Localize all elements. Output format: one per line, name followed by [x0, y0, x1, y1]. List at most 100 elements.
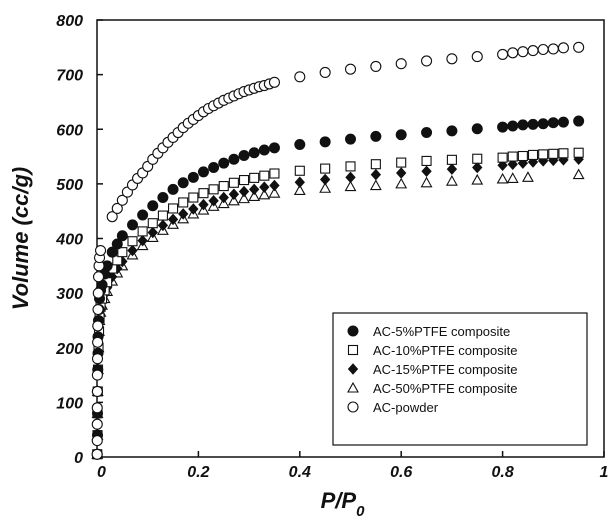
data-point [157, 219, 169, 232]
y-tick-label: 400 [55, 232, 83, 249]
data-point [92, 320, 104, 332]
data-point [111, 202, 123, 215]
data-point [259, 181, 270, 193]
data-point [370, 159, 381, 170]
data-point [527, 45, 539, 57]
data-point [218, 191, 229, 204]
data-point [92, 303, 104, 316]
data-point [127, 236, 138, 247]
x-tick-label: 0.8 [491, 464, 513, 481]
data-point [228, 188, 240, 201]
data-point [573, 147, 584, 158]
legend-label: AC-10%PTFE composite [373, 343, 518, 358]
data-point [208, 184, 219, 195]
x-axis-title-main: P/P [321, 488, 357, 513]
data-point [547, 43, 559, 55]
data-point [446, 163, 458, 175]
y-axis-title: Volume (cc/g) [8, 167, 33, 310]
data-point [268, 76, 281, 88]
y-tick-label: 800 [56, 13, 83, 30]
data-point [527, 118, 539, 130]
y-tick-label: 100 [56, 395, 83, 412]
data-point [91, 418, 103, 430]
data-point [370, 60, 382, 72]
data-point [396, 157, 407, 168]
data-point [259, 170, 270, 181]
legend-marker [347, 344, 359, 356]
data-point [198, 198, 209, 211]
data-point [522, 171, 534, 182]
data-point [537, 43, 549, 56]
data-point [497, 121, 509, 133]
data-point [319, 173, 331, 186]
data-point [268, 187, 281, 198]
y-tick-label: 600 [56, 122, 83, 139]
data-point [537, 118, 549, 130]
data-point [116, 230, 128, 242]
data-point [445, 175, 458, 186]
y-tick-label: 300 [56, 286, 83, 303]
data-point [538, 149, 549, 160]
data-point [558, 148, 569, 159]
data-point [370, 130, 382, 142]
data-point [471, 123, 483, 135]
data-point [471, 173, 484, 185]
x-tick-label: 1 [600, 464, 609, 481]
data-point [198, 188, 209, 199]
data-point [137, 209, 149, 221]
data-point [497, 48, 509, 60]
data-point [319, 182, 332, 193]
data-point [420, 176, 433, 188]
data-point [345, 161, 356, 172]
data-point [547, 117, 559, 129]
data-point [187, 171, 199, 183]
data-point [269, 168, 280, 179]
data-point [116, 194, 128, 206]
data-point [147, 218, 158, 229]
data-point [496, 172, 509, 184]
x-axis-title-subscript: 0 [356, 503, 365, 520]
data-point [228, 153, 240, 165]
data-point [320, 163, 331, 174]
data-point [268, 142, 280, 154]
data-point [238, 185, 250, 198]
legend-marker [347, 401, 359, 413]
data-point [319, 136, 331, 148]
data-point [188, 203, 199, 215]
data-point [248, 147, 260, 159]
data-point [177, 177, 189, 189]
data-point [208, 195, 219, 207]
data-point [472, 161, 483, 174]
x-tick-label: 0.4 [289, 464, 311, 481]
data-point [446, 154, 457, 165]
data-point [91, 369, 103, 381]
data-point [506, 172, 519, 183]
data-point [269, 179, 280, 192]
data-point [218, 181, 229, 192]
data-point [91, 385, 103, 398]
data-point [94, 244, 107, 257]
x-axis-title: P/P0 [321, 488, 365, 520]
data-point [572, 168, 585, 180]
data-point [294, 139, 306, 151]
data-point [395, 177, 408, 189]
data-point [420, 55, 433, 67]
series-ac-powder [91, 41, 585, 460]
data-point [248, 190, 261, 201]
data-point [421, 155, 432, 166]
data-point [293, 184, 306, 195]
axes: 0 0.2 0.4 0.6 0.8 1 0 100 200 300 400 500 600 700 800 P… [8, 13, 609, 520]
data-point [197, 166, 209, 178]
data-point [248, 183, 260, 196]
data-point [573, 115, 585, 127]
data-point [258, 144, 270, 156]
data-point [249, 172, 260, 183]
data-point [507, 47, 519, 59]
legend: AC-5%PTFE composite AC-10%PTFE composite A… [332, 312, 588, 446]
data-point [227, 194, 240, 206]
data-point [446, 125, 458, 137]
legend-label: AC-15%PTFE composite [373, 362, 518, 377]
data-point [369, 179, 382, 191]
data-point [472, 153, 483, 164]
